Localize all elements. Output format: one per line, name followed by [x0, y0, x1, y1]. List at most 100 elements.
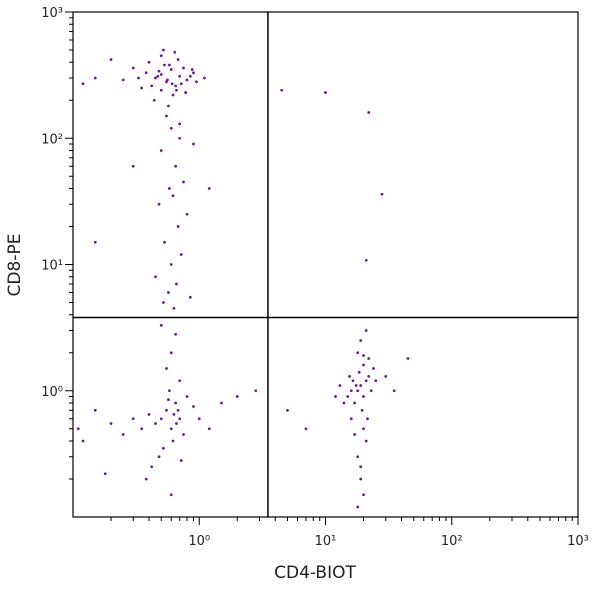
- data-point: [174, 84, 178, 88]
- data-point: [169, 493, 173, 497]
- data-point: [154, 275, 157, 279]
- data-point: [380, 192, 384, 196]
- x-axis-title: CD4-BIOT: [274, 563, 356, 583]
- data-point: [167, 398, 170, 402]
- data-point: [364, 329, 368, 332]
- data-point: [170, 82, 174, 86]
- data-point: [364, 379, 368, 383]
- data-point: [81, 439, 85, 443]
- data-point: [362, 363, 365, 367]
- data-point: [354, 384, 358, 387]
- data-point: [159, 73, 163, 76]
- data-point: [176, 58, 180, 61]
- data-point: [254, 389, 258, 393]
- data-point: [157, 202, 161, 206]
- data-point: [147, 412, 151, 416]
- data-point: [167, 104, 170, 108]
- data-point: [280, 88, 284, 92]
- data-point: [179, 82, 183, 86]
- data-point: [342, 401, 346, 405]
- data-point: [188, 295, 192, 299]
- data-point: [353, 433, 356, 436]
- data-point: [175, 88, 178, 92]
- data-point: [406, 357, 410, 360]
- data-point: [362, 493, 365, 497]
- data-point: [367, 357, 371, 360]
- data-point: [171, 194, 175, 198]
- data-point: [178, 379, 182, 383]
- data-point: [185, 212, 189, 216]
- data-point: [353, 401, 356, 405]
- data-point: [366, 417, 369, 421]
- data-point: [165, 367, 168, 370]
- data-point: [131, 417, 135, 421]
- data-point: [154, 76, 157, 80]
- data-point: [93, 408, 97, 412]
- data-point: [174, 401, 178, 405]
- data-point: [362, 395, 365, 398]
- data-point: [159, 88, 163, 92]
- data-point: [184, 91, 188, 94]
- data-point: [359, 339, 363, 342]
- data-point: [334, 395, 337, 398]
- y-axis-title: CD8-PE: [5, 234, 25, 297]
- data-point: [154, 422, 157, 425]
- data-point: [159, 323, 163, 327]
- data-point: [178, 74, 182, 78]
- data-point: [372, 367, 375, 370]
- data-point: [356, 389, 360, 393]
- data-point: [179, 253, 183, 256]
- data-point: [185, 78, 189, 82]
- data-point: [349, 417, 353, 421]
- data-point: [362, 354, 365, 357]
- data-point: [192, 71, 195, 75]
- data-point: [356, 505, 360, 509]
- x-tick-label: 10²: [441, 534, 463, 549]
- data-point: [207, 187, 211, 190]
- data-point: [109, 58, 113, 61]
- data-point: [179, 459, 183, 462]
- data-point: [360, 408, 364, 412]
- data-point: [356, 351, 360, 355]
- data-point: [175, 422, 178, 425]
- data-point: [121, 78, 125, 82]
- plot-frame: [72, 11, 579, 518]
- data-point: [147, 60, 151, 64]
- data-point: [357, 370, 361, 374]
- data-point: [163, 240, 166, 244]
- data-point: [157, 455, 161, 459]
- data-point: [144, 71, 148, 75]
- data-point: [161, 301, 165, 304]
- data-point: [286, 408, 289, 412]
- data-point: [235, 395, 239, 398]
- data-point: [140, 427, 144, 431]
- data-point: [207, 427, 211, 431]
- data-point: [175, 282, 178, 286]
- y-tick-label: 10³: [41, 6, 63, 21]
- data-point: [171, 93, 175, 97]
- data-point: [81, 82, 85, 86]
- y-tick-label: 10⁰: [41, 385, 63, 400]
- data-point: [131, 164, 135, 168]
- data-point: [157, 69, 161, 73]
- y-tick-label: 10²: [41, 132, 63, 147]
- x-tick-label: 10⁰: [188, 534, 210, 549]
- data-point: [182, 433, 185, 436]
- data-point: [190, 68, 194, 71]
- data-point: [176, 225, 180, 228]
- data-point: [172, 306, 176, 310]
- data-point: [362, 427, 365, 431]
- data-point: [176, 408, 180, 412]
- data-point: [192, 405, 195, 408]
- data-point: [351, 379, 355, 383]
- data-point: [167, 291, 170, 294]
- data-point: [369, 389, 373, 393]
- data-point: [93, 240, 97, 244]
- data-point: [150, 84, 154, 88]
- data-point: [195, 80, 198, 84]
- data-point: [359, 465, 363, 469]
- data-point: [137, 76, 140, 80]
- data-point: [359, 477, 363, 481]
- data-point: [367, 374, 371, 378]
- data-point: [166, 78, 169, 82]
